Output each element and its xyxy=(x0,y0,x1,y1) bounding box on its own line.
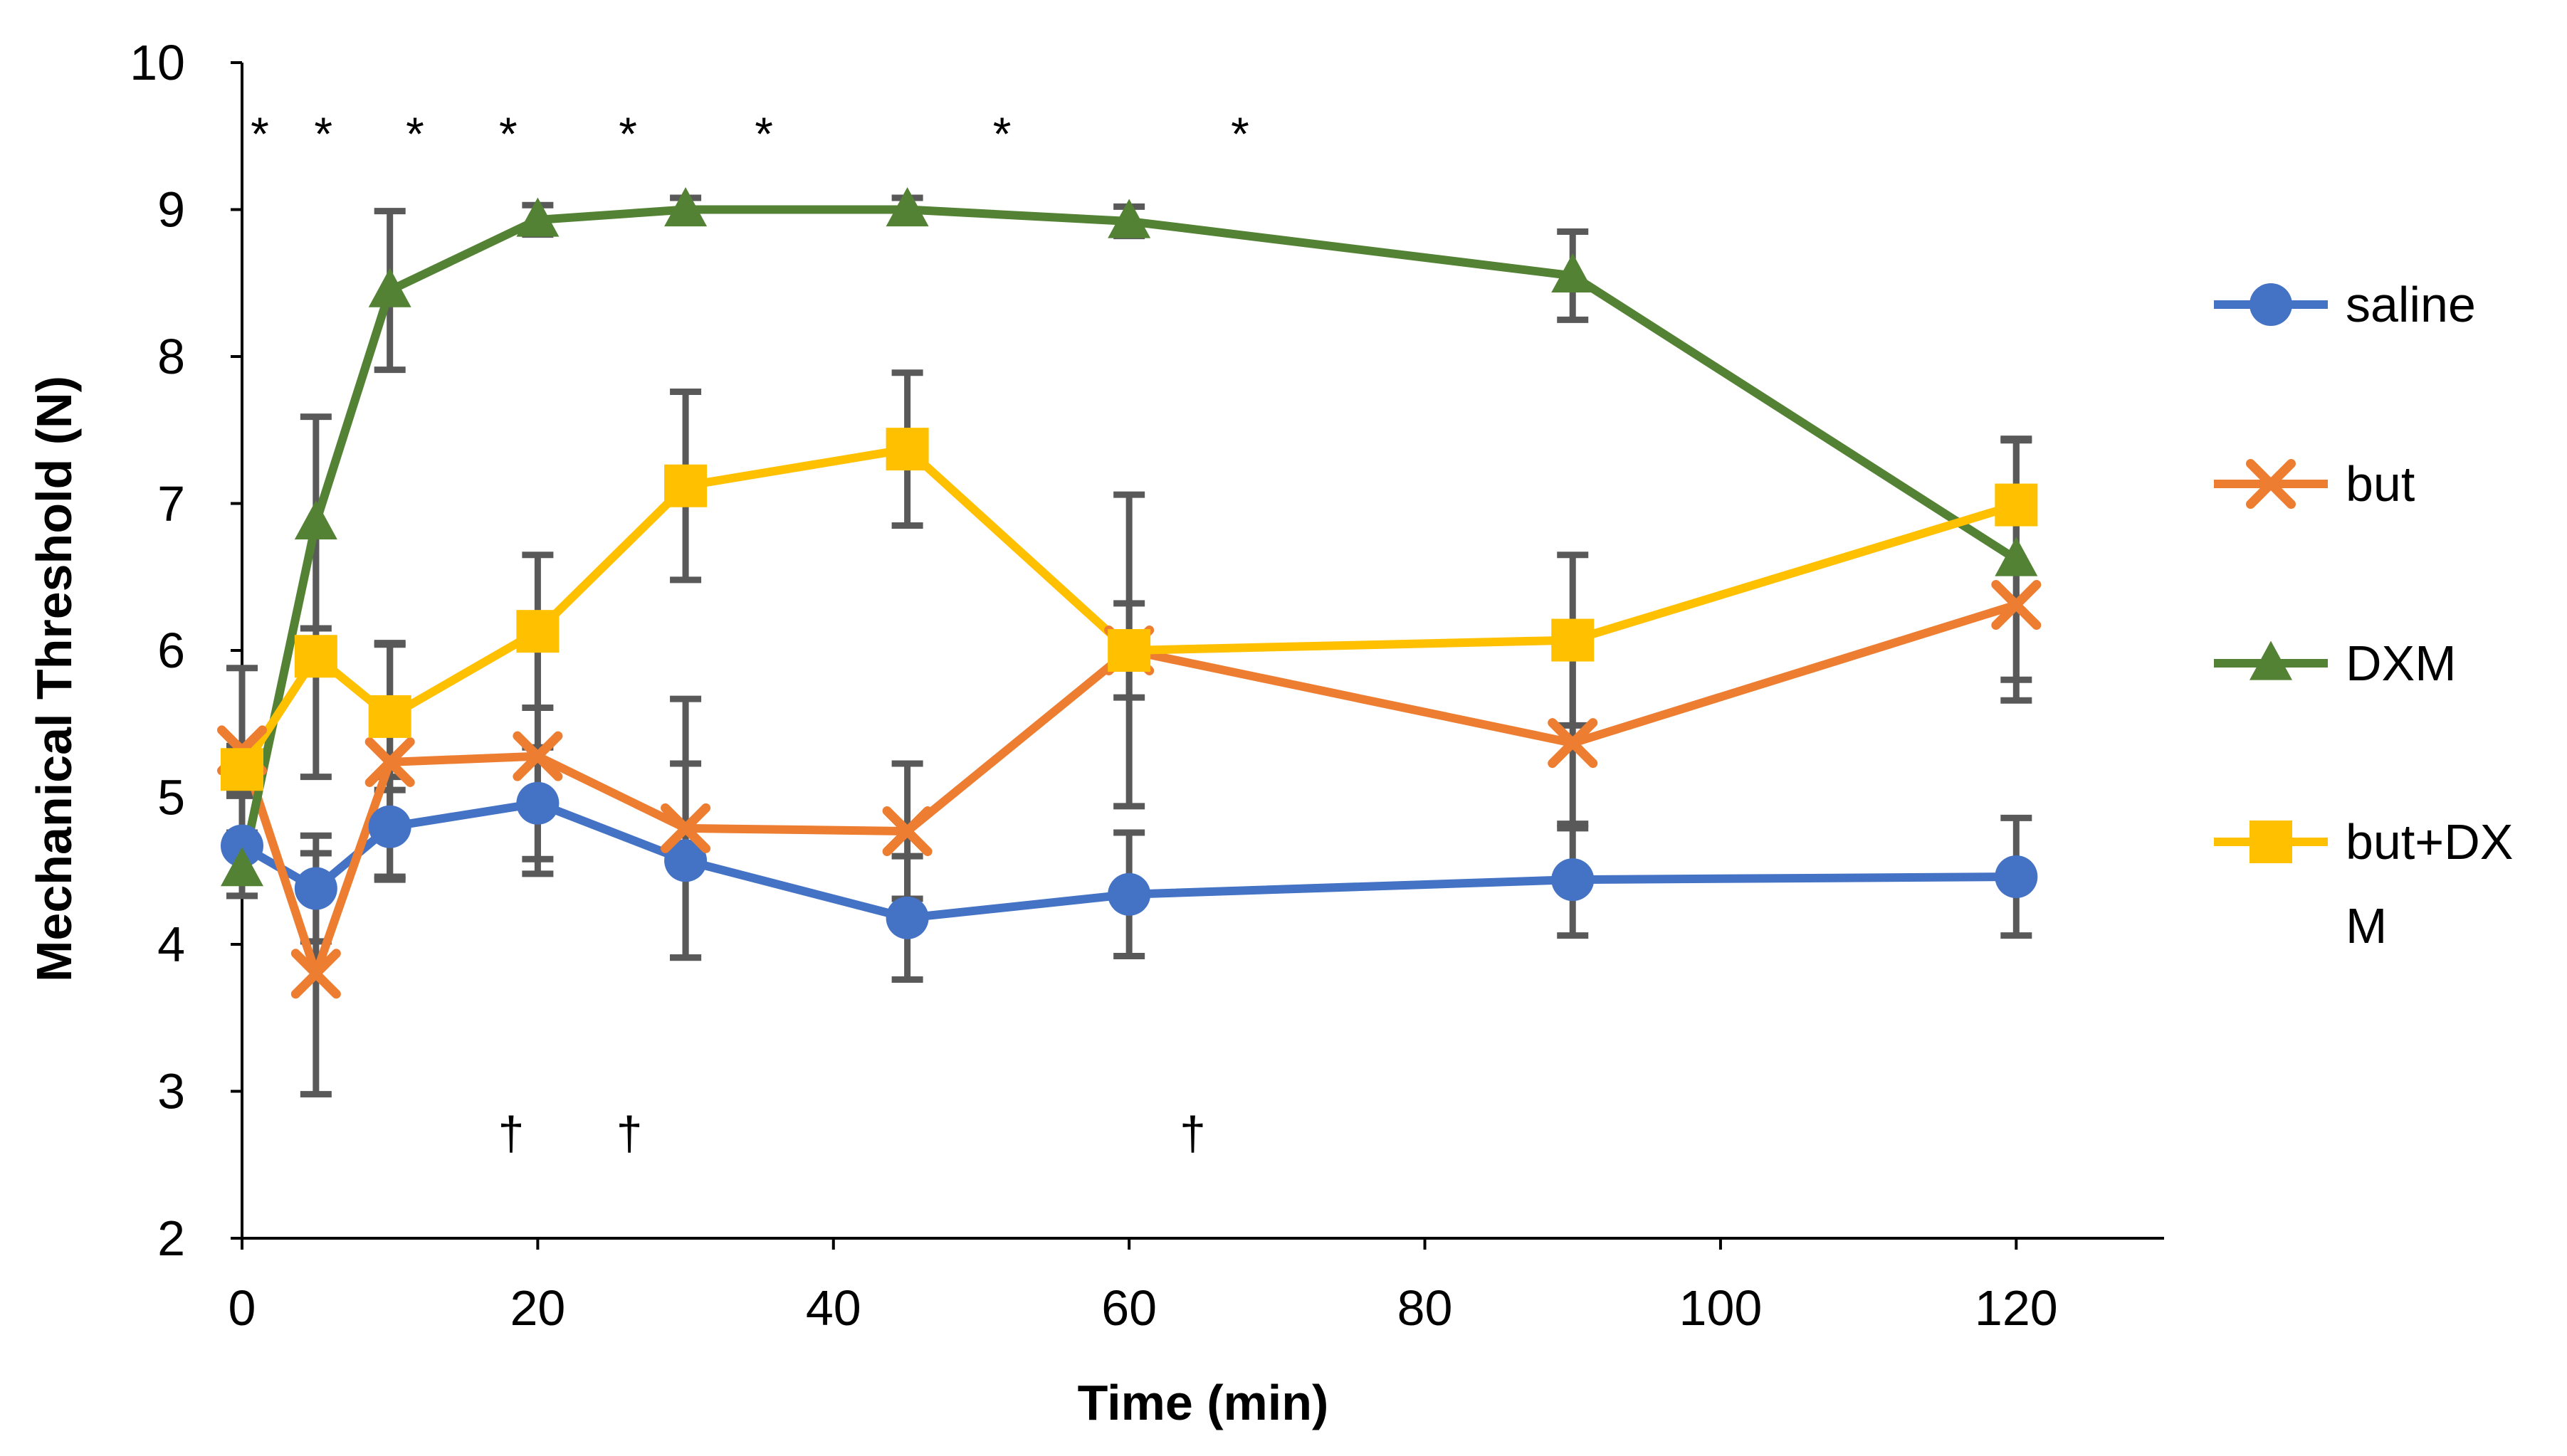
x-tick-label: 60 xyxy=(1101,1280,1157,1336)
significance-asterisk: * xyxy=(1231,107,1249,160)
legend-label: DXM xyxy=(2346,635,2457,691)
data-point-dxm xyxy=(1995,537,2038,576)
data-point-but xyxy=(1991,579,2042,630)
marker-x-stroke xyxy=(1991,579,2042,630)
data-point-saline xyxy=(294,867,337,910)
data-point-but-dxm xyxy=(368,695,411,738)
data-point-but xyxy=(513,731,563,781)
data-point-saline xyxy=(516,781,560,825)
annotations-group: * * * * * * * * † † † xyxy=(251,107,1249,1159)
legend-entry-dxm: DXM xyxy=(2214,635,2457,691)
data-point-saline xyxy=(1551,858,1595,902)
y-axis-title: Mechanical Threshold (N) xyxy=(26,376,82,982)
data-point-dxm xyxy=(516,197,560,237)
data-point-dxm xyxy=(1551,253,1595,293)
marker-x-stroke xyxy=(661,803,711,853)
data-point-dxm xyxy=(1108,199,1151,238)
significance-asterisk: * xyxy=(993,107,1012,160)
data-point-but-dxm xyxy=(886,428,929,471)
significance-dagger: † xyxy=(498,1107,525,1159)
significance-dagger: † xyxy=(616,1107,643,1159)
legend-marker xyxy=(2250,640,2292,680)
significance-asterisk: * xyxy=(619,107,637,160)
y-tick-label: 9 xyxy=(157,182,185,238)
y-tick-label: 7 xyxy=(157,476,185,532)
legend-label: saline xyxy=(2346,277,2476,332)
x-tick-label: 40 xyxy=(806,1280,861,1336)
x-axis-title: Time (min) xyxy=(1078,1375,1329,1430)
x-tick-label: 20 xyxy=(510,1280,565,1336)
data-point-but xyxy=(661,803,711,853)
legend-label: but+DX xyxy=(2346,814,2513,870)
marker-x-stroke xyxy=(882,806,933,856)
significance-asterisk: * xyxy=(755,107,773,160)
significance-asterisk: * xyxy=(251,107,269,160)
legend-entry-but: but xyxy=(2214,456,2415,512)
x-tick-label: 0 xyxy=(229,1280,256,1336)
data-point-saline xyxy=(368,805,411,848)
legend-entry-but-dxm: but+DX M xyxy=(2214,814,2513,954)
significance-asterisk: * xyxy=(499,107,518,160)
data-point-but-dxm xyxy=(664,464,708,507)
legend-label: M xyxy=(2346,898,2387,954)
marker-x-stroke xyxy=(2246,459,2296,509)
y-tick-label: 2 xyxy=(157,1210,185,1266)
data-point-saline xyxy=(664,839,708,882)
data-point-but-dxm xyxy=(1995,483,2038,527)
significance-asterisk: * xyxy=(406,107,424,160)
marker-x-stroke xyxy=(1548,718,1598,769)
data-point-saline xyxy=(886,896,929,939)
data-point-saline xyxy=(1995,855,2038,899)
legend-entry-saline: saline xyxy=(2214,277,2476,332)
x-tick-label: 120 xyxy=(1975,1280,2058,1336)
y-tick-label: 4 xyxy=(157,917,185,972)
x-tick-label: 100 xyxy=(1679,1280,1763,1336)
data-point-but-dxm xyxy=(1108,629,1151,672)
significance-dagger: † xyxy=(1180,1107,1206,1159)
legend: saline but DXM but+DX M xyxy=(2214,277,2513,954)
data-point-saline xyxy=(1108,872,1151,916)
data-point-saline xyxy=(221,824,263,867)
y-tick-label: 10 xyxy=(130,35,185,90)
data-point-but xyxy=(290,949,341,999)
legend-label: but xyxy=(2346,456,2415,512)
data-point-but-dxm xyxy=(294,635,337,678)
marker-x-stroke xyxy=(290,949,341,999)
data-point-but-dxm xyxy=(516,610,560,653)
data-point-but xyxy=(882,806,933,856)
data-point-but xyxy=(364,737,415,787)
data-point-dxm xyxy=(886,187,929,227)
legend-marker xyxy=(2250,821,2292,863)
data-point-but-dxm xyxy=(221,748,263,791)
legend-marker xyxy=(2246,459,2296,509)
y-tick-label: 6 xyxy=(157,623,185,678)
y-tick-label: 8 xyxy=(157,329,185,384)
marker-x-stroke xyxy=(513,731,563,781)
data-point-dxm xyxy=(368,268,411,307)
x-tick-label: 80 xyxy=(1397,1280,1453,1336)
legend-marker xyxy=(2250,283,2292,326)
significance-asterisk: * xyxy=(314,107,332,160)
data-point-dxm xyxy=(221,847,263,887)
data-point-but xyxy=(1548,718,1598,769)
data-point-but-dxm xyxy=(1551,618,1595,662)
markers-group xyxy=(217,187,2042,999)
marker-x-stroke xyxy=(364,737,415,787)
data-point-dxm xyxy=(294,500,337,539)
y-tick-label: 3 xyxy=(157,1064,185,1119)
data-point-dxm xyxy=(664,187,708,227)
y-tick-label: 5 xyxy=(157,770,185,825)
